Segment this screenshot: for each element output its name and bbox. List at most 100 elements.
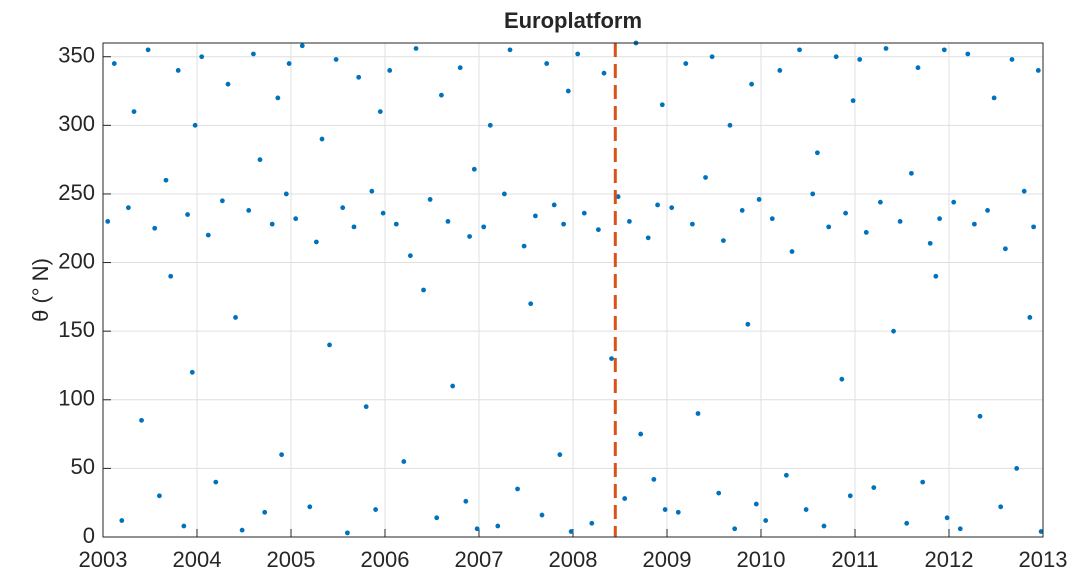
- point: [507, 47, 513, 53]
- point: [850, 98, 856, 104]
- point: [857, 57, 863, 62]
- point: [279, 452, 284, 458]
- point: [199, 54, 205, 60]
- point: [1038, 529, 1044, 534]
- point: [119, 518, 125, 523]
- point: [1027, 315, 1033, 320]
- point: [709, 54, 715, 60]
- y-tick-label: 0: [83, 523, 95, 548]
- point: [246, 208, 252, 213]
- point: [450, 383, 456, 389]
- point: [575, 51, 581, 57]
- point: [377, 109, 383, 115]
- point: [669, 205, 675, 211]
- point: [783, 472, 789, 478]
- point: [533, 213, 538, 219]
- point: [1035, 68, 1041, 73]
- point: [627, 218, 632, 224]
- x-tick-label: 2007: [455, 547, 504, 572]
- point: [345, 530, 350, 536]
- point: [745, 321, 751, 327]
- point: [803, 507, 809, 512]
- point: [111, 61, 117, 66]
- point: [275, 95, 281, 101]
- x-tick-label: 2006: [361, 547, 410, 572]
- point: [495, 523, 501, 529]
- point: [1003, 246, 1008, 252]
- point: [659, 102, 665, 108]
- point: [971, 221, 977, 227]
- point: [239, 527, 245, 533]
- point: [826, 224, 832, 230]
- point: [168, 273, 174, 279]
- point: [421, 287, 426, 293]
- point: [951, 199, 957, 205]
- point: [105, 218, 111, 224]
- point: [401, 459, 407, 464]
- point: [904, 520, 910, 526]
- point: [307, 504, 313, 510]
- point: [369, 188, 375, 194]
- point: [251, 51, 256, 57]
- point: [756, 197, 762, 202]
- point: [333, 57, 339, 62]
- point: [340, 205, 346, 211]
- point: [225, 81, 231, 87]
- point: [189, 369, 195, 375]
- point: [474, 526, 480, 532]
- point: [565, 88, 571, 94]
- point: [539, 512, 545, 518]
- point: [157, 493, 162, 499]
- point: [327, 342, 332, 348]
- point: [589, 520, 595, 526]
- point: [515, 486, 520, 492]
- point: [213, 479, 219, 485]
- point: [205, 232, 211, 238]
- point: [662, 507, 668, 512]
- point: [777, 68, 783, 73]
- y-tick-label: 150: [58, 317, 95, 342]
- point: [815, 150, 820, 156]
- point: [789, 249, 795, 254]
- axes-box: [102, 42, 1044, 538]
- point: [457, 65, 463, 71]
- point: [175, 68, 181, 73]
- x-tick-label: 2005: [267, 547, 316, 572]
- point: [721, 238, 726, 244]
- point: [797, 47, 802, 53]
- point: [1014, 465, 1020, 471]
- point: [145, 47, 151, 53]
- point: [991, 95, 997, 101]
- chart-title: Europlatform: [504, 8, 642, 33]
- point: [521, 243, 527, 249]
- point: [481, 224, 487, 230]
- point: [601, 70, 607, 76]
- x-tick-label: 2013: [1019, 547, 1068, 572]
- point: [689, 221, 695, 227]
- point: [363, 404, 369, 410]
- point: [463, 498, 469, 504]
- point: [695, 411, 701, 416]
- point: [219, 198, 225, 204]
- point: [749, 81, 754, 87]
- x-tick-label: 2003: [79, 547, 128, 572]
- point: [965, 51, 971, 57]
- point: [581, 210, 587, 216]
- point: [909, 170, 914, 176]
- x-tick-label: 2008: [549, 547, 598, 572]
- point: [675, 509, 681, 515]
- point: [299, 43, 305, 49]
- point: [373, 507, 378, 512]
- point: [739, 208, 745, 213]
- point: [356, 74, 362, 80]
- point: [833, 54, 839, 60]
- point: [871, 485, 877, 490]
- point: [445, 218, 451, 224]
- point: [1021, 188, 1027, 194]
- point: [810, 191, 816, 197]
- point: [727, 122, 733, 128]
- point: [181, 523, 187, 529]
- point: [651, 476, 657, 482]
- point: [839, 376, 845, 382]
- point: [439, 92, 444, 98]
